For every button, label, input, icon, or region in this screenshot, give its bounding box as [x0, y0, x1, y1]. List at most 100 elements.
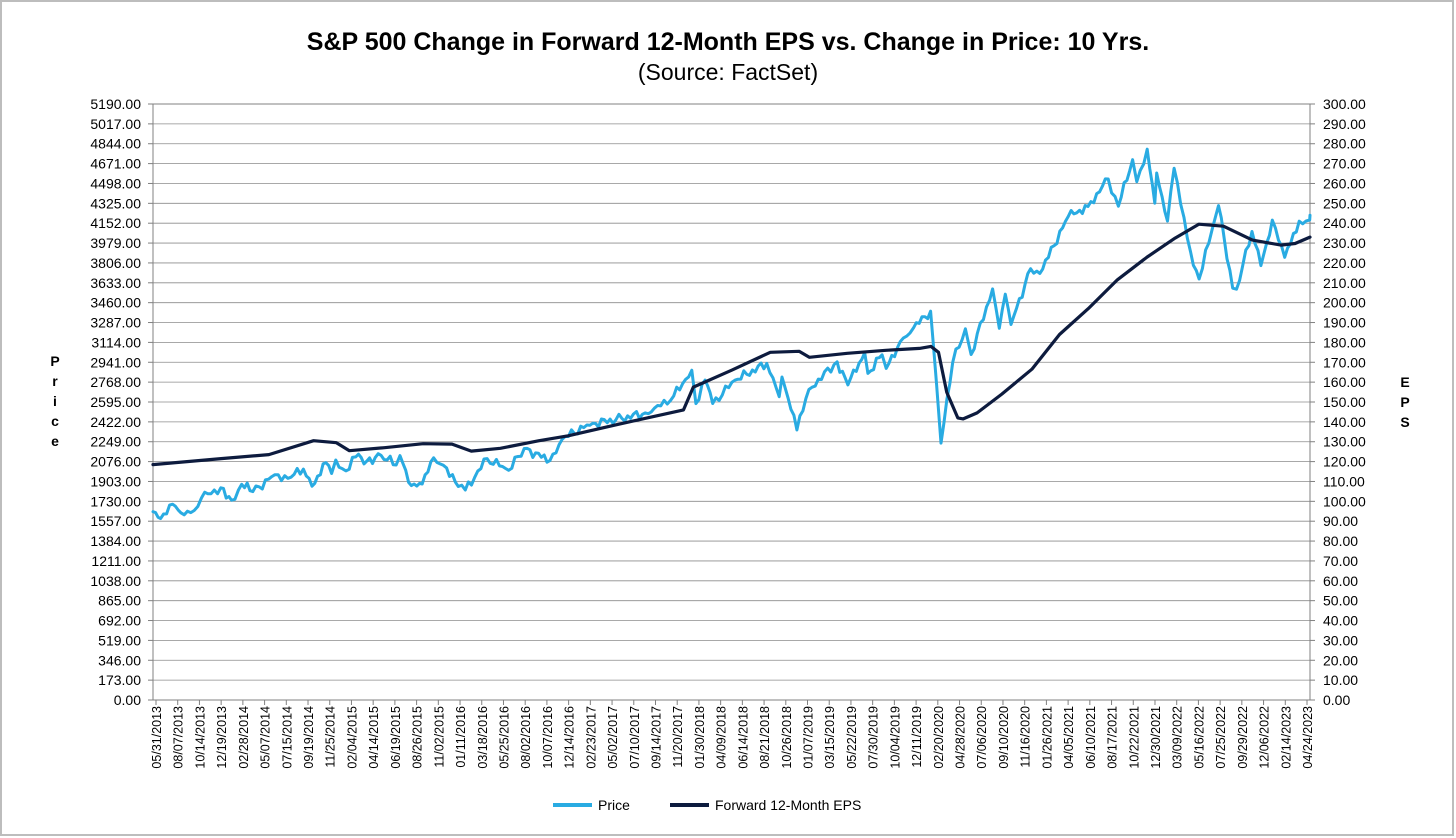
x-tick-label: 01/30/2018	[693, 706, 707, 769]
x-tick-label: 04/28/2020	[954, 706, 968, 769]
y2-tick-label: 0.00	[1323, 692, 1350, 708]
y-tick-label: 3806.00	[90, 255, 141, 271]
y2-tick-label: 130.00	[1323, 434, 1366, 450]
y-tick-label: 1211.00	[91, 553, 141, 569]
x-tick-label: 04/24/2023	[1301, 706, 1315, 769]
x-tick-label: 10/07/2016	[541, 706, 555, 769]
axis-title-letter: S	[1400, 414, 1409, 430]
x-tick-label: 03/18/2016	[476, 706, 490, 769]
x-tick-label: 08/26/2015	[411, 706, 425, 769]
y-tick-label: 2422.00	[90, 414, 141, 430]
x-tick-label: 02/14/2023	[1279, 706, 1293, 769]
axis-title-letter: E	[1400, 374, 1409, 390]
y-tick-label: 692.00	[98, 613, 141, 629]
x-tick-label: 09/10/2020	[997, 706, 1011, 769]
x-tick-label: 07/15/2014	[280, 706, 294, 769]
y2-tick-label: 120.00	[1323, 454, 1366, 470]
y-tick-label: 4498.00	[90, 175, 141, 191]
y2-tick-label: 170.00	[1323, 354, 1366, 370]
y2-tick-label: 280.00	[1323, 136, 1366, 152]
left-y-axis: 0.00 173.00 346.00 519.00 692.00 865.00 1038.0…	[90, 96, 153, 708]
y2-tick-label: 110.00	[1323, 473, 1365, 489]
y2-tick-label: 270.00	[1323, 156, 1366, 172]
y2-tick-label: 30.00	[1323, 632, 1358, 648]
x-tick-label: 05/22/2019	[845, 706, 859, 769]
y-tick-label: 4152.00	[90, 215, 141, 231]
x-tick-label: 08/17/2021	[1106, 706, 1120, 769]
x-tick-label: 04/05/2021	[1062, 706, 1076, 769]
y-tick-label: 2249.00	[90, 434, 141, 450]
y2-tick-label: 180.00	[1323, 334, 1366, 350]
y-tick-label: 2768.00	[90, 374, 141, 390]
y2-tick-label: 230.00	[1323, 235, 1366, 251]
x-tick-label: 11/02/2015	[432, 706, 446, 768]
y-tick-label: 2595.00	[90, 394, 141, 410]
y2-tick-label: 70.00	[1323, 553, 1358, 569]
x-tick-label: 09/14/2017	[649, 706, 663, 769]
chart-title: S&P 500 Change in Forward 12-Month EPS v…	[307, 28, 1149, 56]
y-tick-label: 3633.00	[90, 275, 141, 291]
y-tick-label: 3114.00	[91, 334, 141, 350]
y2-tick-label: 160.00	[1323, 374, 1366, 390]
axis-title-letter: i	[53, 393, 57, 409]
left-axis-title: Price	[50, 353, 59, 449]
x-tick-label: 09/29/2022	[1236, 706, 1250, 769]
x-tick-label: 02/23/2017	[584, 706, 598, 769]
y2-tick-label: 10.00	[1323, 672, 1358, 688]
right-y-axis: 0.00 10.00 20.00 30.00 40.00 50.00 60.00 70.00 8…	[1310, 96, 1366, 708]
y2-tick-label: 290.00	[1323, 116, 1366, 132]
x-tick-label: 06/19/2015	[389, 706, 403, 769]
y-tick-label: 4844.00	[90, 136, 141, 152]
eps-series-line	[151, 222, 1312, 467]
y2-tick-label: 50.00	[1323, 593, 1358, 609]
axis-title-letter: e	[51, 433, 59, 449]
x-tick-label: 01/07/2019	[802, 706, 816, 769]
y-tick-label: 3460.00	[90, 295, 141, 311]
y2-tick-label: 100.00	[1323, 493, 1366, 509]
x-tick-label: 07/25/2022	[1214, 706, 1228, 769]
x-tick-label: 12/06/2022	[1258, 706, 1272, 769]
y-tick-label: 3287.00	[90, 315, 141, 331]
y-tick-label: 5017.00	[90, 116, 141, 132]
y-tick-label: 1557.00	[90, 513, 141, 529]
y2-tick-label: 250.00	[1323, 195, 1366, 211]
x-tick-label: 05/31/2013	[150, 706, 164, 769]
x-tick-label: 05/07/2014	[259, 706, 273, 769]
y2-tick-label: 150.00	[1323, 394, 1366, 410]
x-tick-label: 10/26/2018	[780, 706, 794, 769]
y-tick-label: 173.00	[98, 672, 141, 688]
x-axis: 05/31/2013 08/07/2013 10/14/2013 12/19/2013…	[150, 700, 1315, 769]
x-tick-label: 09/19/2014	[302, 706, 316, 769]
y-tick-label: 1730.00	[90, 493, 141, 509]
x-tick-label: 04/14/2015	[367, 706, 381, 769]
y2-tick-label: 40.00	[1323, 613, 1358, 629]
y-tick-label: 3979.00	[90, 235, 141, 251]
y-tick-label: 4671.00	[90, 156, 141, 172]
y-tick-label: 1038.00	[90, 573, 141, 589]
price-series-line	[151, 147, 1312, 521]
x-tick-label: 08/07/2013	[172, 706, 186, 769]
y2-tick-label: 300.00	[1323, 96, 1366, 112]
chart-subtitle: (Source: FactSet)	[638, 59, 818, 85]
axis-title-letter: c	[51, 413, 59, 429]
x-tick-label: 10/14/2013	[193, 706, 207, 769]
x-tick-label: 12/30/2021	[1149, 706, 1163, 769]
x-tick-label: 03/15/2019	[823, 706, 837, 769]
y-tick-label: 346.00	[98, 652, 141, 668]
axis-title-letter: P	[1400, 394, 1409, 410]
y-tick-label: 5190.00	[90, 96, 141, 112]
right-axis-title: EPS	[1400, 374, 1409, 430]
y-tick-label: 2076.00	[90, 454, 141, 470]
x-tick-label: 11/20/2017	[671, 706, 685, 768]
y2-tick-label: 240.00	[1323, 215, 1366, 231]
x-tick-label: 01/11/2016	[454, 706, 468, 768]
series-layer	[151, 147, 1312, 521]
x-tick-label: 11/16/2020	[1019, 706, 1033, 768]
y2-tick-label: 220.00	[1323, 255, 1366, 271]
x-tick-label: 05/25/2016	[497, 706, 511, 769]
x-tick-label: 05/16/2022	[1192, 706, 1206, 769]
x-tick-label: 11/25/2014	[324, 706, 338, 768]
x-tick-label: 10/04/2019	[888, 706, 902, 769]
x-tick-label: 08/21/2018	[758, 706, 772, 769]
